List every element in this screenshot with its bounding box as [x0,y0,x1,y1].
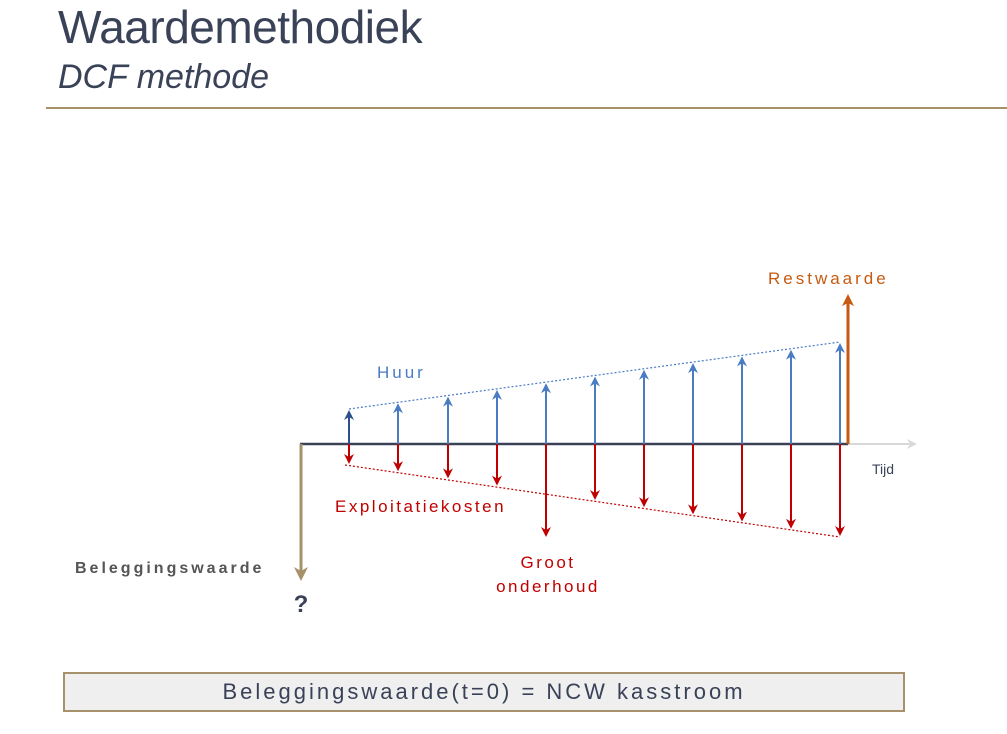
formula-text: Beleggingswaarde(t=0) = NCW kasstroom [222,679,746,704]
cost-arrows [344,444,845,537]
page-title: Waardemethodiek [58,1,423,53]
unknown-value-mark: ? [294,591,309,618]
formula-box: Beleggingswaarde(t=0) = NCW kasstroom [63,672,905,712]
rent-label: Huur [377,363,426,382]
investment-label: Beleggingswaarde [75,560,264,577]
rent-trend-line [348,341,841,410]
maintenance-label-line1: Groot [520,553,575,572]
page-subtitle: DCF methode [58,58,270,96]
maintenance-label-line2: onderhoud [496,577,600,596]
residual-label: Restwaarde [768,269,889,288]
header-divider [46,107,1007,109]
costs-trend-line [344,464,841,538]
time-label: Tijd [872,461,894,477]
costs-label: Exploitatiekosten [335,497,506,516]
rent-arrows [344,343,845,444]
